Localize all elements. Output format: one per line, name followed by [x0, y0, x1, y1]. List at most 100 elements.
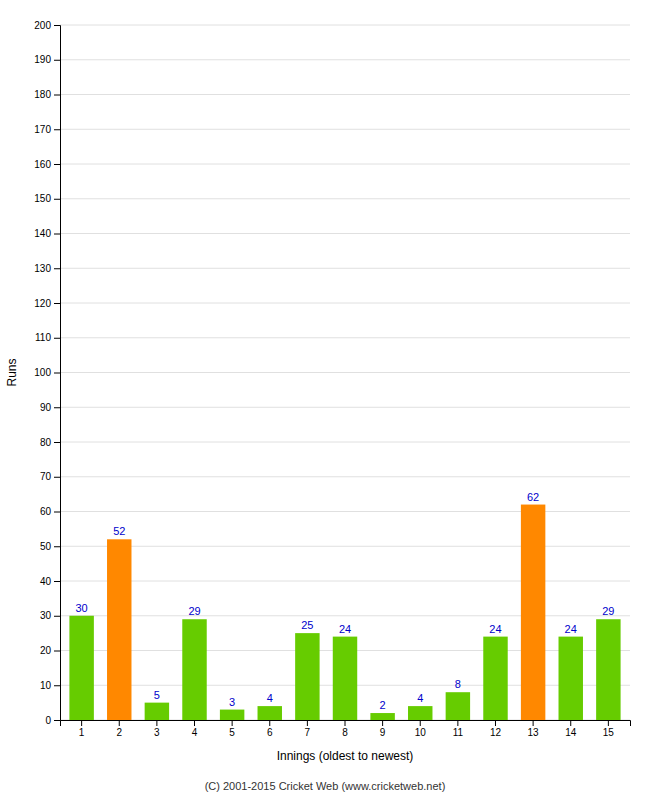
plot-area: 3052529342524248246224291234567891011121… — [34, 20, 630, 738]
y-tick-label: 20 — [40, 645, 52, 656]
y-tick-mark — [54, 234, 60, 235]
y-axis-title: Runs — [5, 358, 19, 386]
x-axis-title: Innings (oldest to newest) — [277, 749, 414, 763]
grid-line — [60, 476, 630, 477]
y-tick: 160 — [34, 159, 60, 170]
grid — [60, 25, 630, 720]
data-label: 3 — [229, 696, 235, 708]
y-tick-mark — [54, 60, 60, 61]
y-tick-label: 0 — [45, 715, 51, 726]
x-tick: 1 — [79, 720, 85, 738]
x-tick-label: 5 — [229, 727, 235, 738]
y-tick-mark — [54, 25, 60, 26]
bar — [295, 633, 319, 720]
y-tick: 150 — [34, 193, 60, 204]
grid-line — [60, 372, 630, 373]
data-label: 29 — [602, 605, 614, 617]
y-tick: 200 — [34, 20, 60, 31]
x-tick-mark — [232, 720, 233, 726]
footer: (C) 2001-2015 Cricket Web (www.cricketwe… — [205, 780, 446, 792]
y-tick-label: 90 — [40, 402, 52, 413]
x-tick-mark — [420, 720, 421, 726]
y-tick-label: 140 — [34, 228, 51, 239]
bar — [220, 710, 244, 720]
x-tick: 8 — [342, 720, 348, 738]
x-tick-label: 15 — [603, 727, 615, 738]
bar — [145, 703, 169, 720]
y-tick-label: 170 — [34, 124, 51, 135]
grid-line — [60, 407, 630, 408]
grid-line — [60, 129, 630, 130]
y-axis: 0102030405060708090100110120130140150160… — [34, 20, 60, 726]
data-label: 52 — [113, 525, 125, 537]
bar — [107, 539, 131, 720]
y-tick: 100 — [34, 367, 60, 378]
x-tick-label: 6 — [267, 727, 273, 738]
y-tick-mark — [54, 616, 60, 617]
y-tick-mark — [54, 129, 60, 130]
bar — [559, 637, 583, 720]
bar — [333, 637, 357, 720]
x-tick-label: 4 — [192, 727, 198, 738]
bar — [596, 619, 620, 720]
y-tick: 20 — [40, 645, 60, 656]
x-tick-mark — [345, 720, 346, 726]
y-tick: 0 — [45, 715, 60, 726]
grid-line — [60, 268, 630, 269]
y-tick-mark — [54, 303, 60, 304]
data-label: 24 — [489, 623, 501, 635]
y-tick-label: 110 — [35, 332, 51, 343]
y-tick-mark — [54, 164, 60, 165]
bars — [69, 505, 620, 720]
data-labels: 305252934252424824622429 — [76, 491, 615, 712]
grid-line — [60, 198, 630, 199]
y-tick-mark — [54, 199, 60, 200]
x-tick-label: 13 — [528, 727, 540, 738]
bar — [408, 706, 432, 720]
y-tick: 120 — [34, 298, 60, 309]
y-tick: 40 — [40, 576, 60, 587]
x-tick-label: 12 — [490, 727, 502, 738]
y-tick-label: 190 — [34, 54, 51, 65]
x-tick: 10 — [415, 720, 427, 738]
y-tick-label: 70 — [40, 471, 52, 482]
bar — [483, 637, 507, 720]
y-tick-mark — [54, 546, 60, 547]
y-tick: 60 — [40, 506, 60, 517]
y-tick-mark — [54, 685, 60, 686]
data-label: 24 — [339, 623, 351, 635]
x-tick-mark — [495, 720, 496, 726]
y-tick: 190 — [34, 54, 60, 65]
x-tick: 6 — [267, 720, 273, 738]
x-tick: 15 — [603, 720, 615, 738]
x-tick-label: 11 — [453, 727, 464, 738]
x-tick-label: 2 — [116, 727, 122, 738]
y-tick-mark — [54, 512, 60, 513]
x-tick: 5 — [229, 720, 235, 738]
y-tick-label: 50 — [40, 541, 52, 552]
x-tick-mark — [570, 720, 571, 726]
bar — [182, 619, 206, 720]
y-tick-label: 100 — [34, 367, 51, 378]
data-label: 4 — [417, 692, 423, 704]
bar — [446, 692, 470, 720]
y-tick-label: 40 — [40, 576, 52, 587]
data-label: 8 — [455, 678, 461, 690]
x-tick: 4 — [192, 720, 198, 738]
grid-line — [60, 233, 630, 234]
y-tick-label: 80 — [40, 437, 52, 448]
chart: 3052529342524248246224291234567891011121… — [0, 0, 650, 800]
x-tick-mark — [119, 720, 120, 726]
grid-line — [60, 25, 630, 26]
y-tick-mark — [54, 581, 60, 582]
y-tick: 50 — [40, 541, 60, 552]
y-tick: 10 — [40, 680, 60, 691]
y-tick-label: 160 — [34, 159, 51, 170]
data-label: 30 — [76, 602, 88, 614]
y-tick-label: 10 — [40, 680, 52, 691]
data-label: 29 — [188, 605, 200, 617]
x-tick-label: 10 — [415, 727, 427, 738]
x-tick-label: 14 — [565, 727, 577, 738]
grid-line — [60, 303, 630, 304]
y-tick-mark — [54, 95, 60, 96]
